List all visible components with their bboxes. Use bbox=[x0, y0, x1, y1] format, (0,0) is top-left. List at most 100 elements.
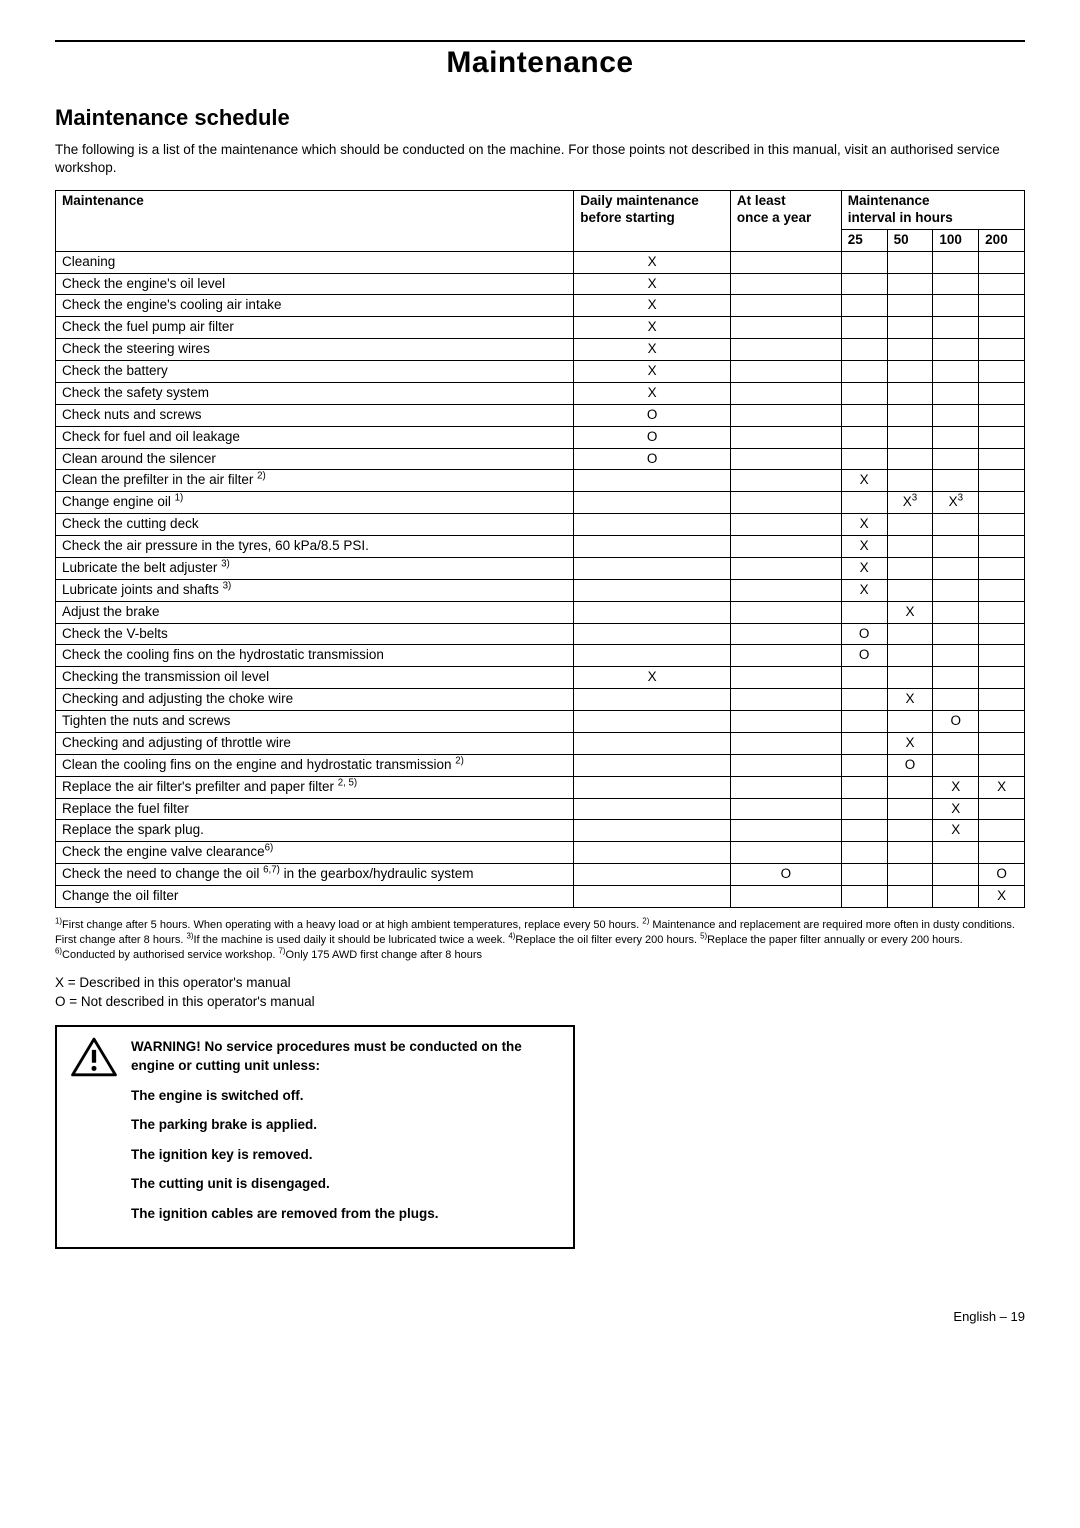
daily-cell bbox=[574, 754, 731, 776]
task-cell: Change engine oil 1) bbox=[56, 492, 574, 514]
h100-cell bbox=[933, 317, 979, 339]
task-cell: Replace the air filter's prefilter and p… bbox=[56, 776, 574, 798]
th-25: 25 bbox=[841, 229, 887, 251]
table-row: Checking and adjusting the choke wireX bbox=[56, 689, 1025, 711]
year-cell bbox=[730, 382, 841, 404]
warning-text: WARNING! No service procedures must be c… bbox=[131, 1037, 559, 1234]
year-cell bbox=[730, 448, 841, 470]
table-row: Adjust the brakeX bbox=[56, 601, 1025, 623]
h100-cell bbox=[933, 339, 979, 361]
table-row: Change the oil filterX bbox=[56, 886, 1025, 908]
daily-cell bbox=[574, 557, 731, 579]
table-row: CleaningX bbox=[56, 251, 1025, 273]
warning-item: The ignition cables are removed from the… bbox=[131, 1204, 559, 1224]
table-row: Checking and adjusting of throttle wireX bbox=[56, 732, 1025, 754]
section-title: Maintenance schedule bbox=[55, 105, 1025, 131]
h100-cell bbox=[933, 689, 979, 711]
h25-cell bbox=[841, 711, 887, 733]
th-maintenance: Maintenance bbox=[56, 191, 574, 252]
h25-cell: O bbox=[841, 623, 887, 645]
h25-cell: X bbox=[841, 557, 887, 579]
warning-item: The ignition key is removed. bbox=[131, 1145, 559, 1165]
task-cell: Clean the prefilter in the air filter 2) bbox=[56, 470, 574, 492]
h100-cell bbox=[933, 579, 979, 601]
maintenance-table: Maintenance Daily maintenancebefore star… bbox=[55, 190, 1025, 908]
table-row: Check for fuel and oil leakageO bbox=[56, 426, 1025, 448]
h200-cell bbox=[979, 514, 1025, 536]
h25-cell bbox=[841, 448, 887, 470]
th-200: 200 bbox=[979, 229, 1025, 251]
task-cell: Check the fuel pump air filter bbox=[56, 317, 574, 339]
footer-lang: English bbox=[953, 1309, 996, 1324]
h200-cell bbox=[979, 711, 1025, 733]
h50-cell bbox=[887, 317, 933, 339]
h50-cell bbox=[887, 295, 933, 317]
h200-cell: X bbox=[979, 776, 1025, 798]
h100-cell bbox=[933, 864, 979, 886]
h100-cell bbox=[933, 667, 979, 689]
daily-cell: X bbox=[574, 361, 731, 383]
daily-cell bbox=[574, 601, 731, 623]
h200-cell bbox=[979, 448, 1025, 470]
h25-cell bbox=[841, 689, 887, 711]
warning-item: The engine is switched off. bbox=[131, 1086, 559, 1106]
table-row: Check the batteryX bbox=[56, 361, 1025, 383]
task-cell: Replace the spark plug. bbox=[56, 820, 574, 842]
table-row: Check the engine's cooling air intakeX bbox=[56, 295, 1025, 317]
h200-cell bbox=[979, 557, 1025, 579]
h100-cell bbox=[933, 426, 979, 448]
year-cell bbox=[730, 732, 841, 754]
year-cell bbox=[730, 623, 841, 645]
daily-cell bbox=[574, 470, 731, 492]
h100-cell bbox=[933, 842, 979, 864]
task-cell: Check nuts and screws bbox=[56, 404, 574, 426]
year-cell bbox=[730, 470, 841, 492]
task-cell: Tighten the nuts and screws bbox=[56, 711, 574, 733]
h200-cell bbox=[979, 251, 1025, 273]
h100-cell: X bbox=[933, 798, 979, 820]
h200-cell bbox=[979, 601, 1025, 623]
warning-heading: WARNING! No service procedures must be c… bbox=[131, 1037, 559, 1076]
h50-cell bbox=[887, 623, 933, 645]
h200-cell bbox=[979, 295, 1025, 317]
h100-cell: X bbox=[933, 776, 979, 798]
task-cell: Check the engine's cooling air intake bbox=[56, 295, 574, 317]
daily-cell bbox=[574, 732, 731, 754]
daily-cell bbox=[574, 514, 731, 536]
table-row: Replace the fuel filterX bbox=[56, 798, 1025, 820]
task-cell: Check the steering wires bbox=[56, 339, 574, 361]
h50-cell bbox=[887, 448, 933, 470]
h25-cell: X bbox=[841, 536, 887, 558]
h25-cell bbox=[841, 732, 887, 754]
h50-cell bbox=[887, 514, 933, 536]
task-cell: Check the engine valve clearance6) bbox=[56, 842, 574, 864]
year-cell bbox=[730, 514, 841, 536]
task-cell: Check the safety system bbox=[56, 382, 574, 404]
h100-cell bbox=[933, 470, 979, 492]
h25-cell bbox=[841, 404, 887, 426]
legend-x: X = Described in this operator's manual bbox=[55, 975, 1025, 990]
daily-cell bbox=[574, 623, 731, 645]
h25-cell bbox=[841, 426, 887, 448]
daily-cell bbox=[574, 536, 731, 558]
h25-cell bbox=[841, 776, 887, 798]
h200-cell bbox=[979, 404, 1025, 426]
h50-cell bbox=[887, 339, 933, 361]
year-cell bbox=[730, 536, 841, 558]
table-row: Check the cutting deckX bbox=[56, 514, 1025, 536]
h200-cell: X bbox=[979, 886, 1025, 908]
h100-cell bbox=[933, 645, 979, 667]
task-cell: Lubricate the belt adjuster 3) bbox=[56, 557, 574, 579]
th-daily: Daily maintenancebefore starting bbox=[574, 191, 731, 252]
table-row: Check the steering wiresX bbox=[56, 339, 1025, 361]
table-row: Lubricate the belt adjuster 3) X bbox=[56, 557, 1025, 579]
year-cell bbox=[730, 820, 841, 842]
table-row: Clean the prefilter in the air filter 2)… bbox=[56, 470, 1025, 492]
legend-o: O = Not described in this operator's man… bbox=[55, 994, 1025, 1009]
year-cell bbox=[730, 754, 841, 776]
task-cell: Cleaning bbox=[56, 251, 574, 273]
h200-cell bbox=[979, 339, 1025, 361]
table-row: Clean around the silencerO bbox=[56, 448, 1025, 470]
task-cell: Check the cooling fins on the hydrostati… bbox=[56, 645, 574, 667]
year-cell bbox=[730, 295, 841, 317]
